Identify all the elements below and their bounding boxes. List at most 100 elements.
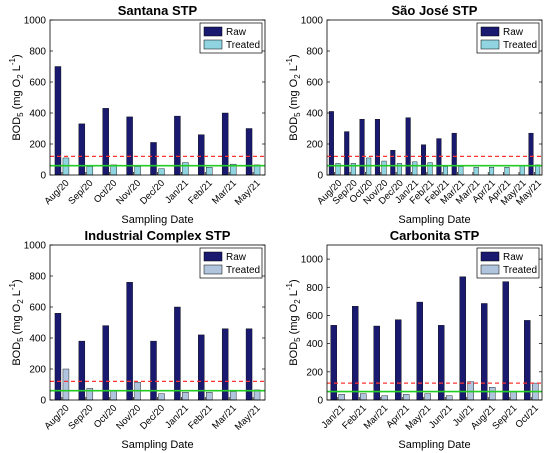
y-tick-label: 200 <box>29 140 46 151</box>
bar-treated <box>182 392 189 401</box>
y-tick-label: 0 <box>317 396 323 407</box>
bar-treated <box>134 166 141 176</box>
bar-raw <box>390 149 396 176</box>
bar-treated <box>182 162 189 176</box>
bar-treated <box>473 167 479 176</box>
bar-raw <box>395 319 402 401</box>
axes-frame <box>326 19 543 176</box>
bar-raw <box>438 325 445 401</box>
x-tick-label: Sep/20 <box>66 403 95 432</box>
bar-treated <box>489 387 496 401</box>
bar-raw <box>344 131 350 176</box>
bar-raw <box>451 132 457 176</box>
bar-raw <box>359 118 365 176</box>
y-tick-label: 0 <box>40 171 46 182</box>
y-tick-label: 800 <box>29 47 46 58</box>
bar-raw <box>54 313 62 401</box>
legend-label-raw: Raw <box>503 252 524 263</box>
bar-raw <box>374 118 380 176</box>
x-tick-label: Oct/21 <box>513 403 541 431</box>
bar-treated <box>381 395 388 401</box>
y-tick-label: 600 <box>306 78 323 89</box>
x-axis-label: Sampling Date <box>121 439 193 451</box>
bar-treated <box>158 393 165 401</box>
legend-swatch-treated <box>203 264 223 275</box>
bar-raw <box>373 325 380 401</box>
legend-swatch-treated <box>480 264 500 275</box>
x-tick-label: Feb/21 <box>186 403 215 432</box>
chart-title: Santana STP <box>118 3 198 18</box>
bar-raw <box>198 134 205 176</box>
x-axis-label: Sampling Date <box>121 214 193 226</box>
bar-treated <box>158 168 165 176</box>
bar-raw <box>330 325 337 401</box>
bar-treated <box>110 390 117 401</box>
bar-raw <box>524 320 531 401</box>
y-tick-label: 200 <box>306 367 323 378</box>
x-tick-label: Mar/21 <box>362 403 391 432</box>
legend-label-raw: Raw <box>503 27 524 38</box>
x-axis-label: Sampling Date <box>398 214 470 226</box>
x-tick-label: Sep/20 <box>66 178 95 207</box>
y-tick-label: 600 <box>29 303 46 314</box>
bar-treated <box>86 166 94 176</box>
bar-raw <box>174 306 181 401</box>
bar-treated <box>412 161 418 176</box>
legend-swatch-treated <box>203 39 223 50</box>
y-tick-label: 1000 <box>24 16 47 27</box>
legend-label-treated: Treated <box>503 40 537 51</box>
legend-label-raw: Raw <box>226 27 247 38</box>
chart-title: Carbonita STP <box>390 228 480 243</box>
legend-label-raw: Raw <box>226 252 247 263</box>
x-tick-label: Feb/21 <box>186 178 215 207</box>
y-axis-label: BOD5 (mg O2 L-1) <box>285 54 302 140</box>
y-tick-label: 800 <box>306 283 323 294</box>
y-tick-label: 1000 <box>301 16 324 27</box>
bar-raw <box>245 328 253 401</box>
bar-treated <box>519 165 525 176</box>
x-tick-label: Sep/21 <box>490 403 519 432</box>
bar-treated <box>360 393 367 401</box>
bar-raw <box>502 281 509 401</box>
axes-frame <box>326 244 543 401</box>
bar-raw <box>352 306 359 401</box>
bar-treated <box>510 391 517 401</box>
bar-treated <box>403 394 410 401</box>
bar-raw <box>150 142 157 176</box>
bar-treated <box>338 394 345 401</box>
y-tick-label: 600 <box>29 78 46 89</box>
bar-raw <box>416 301 423 401</box>
y-tick-label: 1000 <box>24 241 47 252</box>
y-tick-label: 800 <box>29 272 46 283</box>
y-tick-label: 600 <box>306 311 323 322</box>
chart-title: Industrial Complex STP <box>85 228 231 243</box>
chart-panel-santana: 02004006008001000Aug/20Sep/20Oct/20Nov/2… <box>8 3 266 226</box>
y-tick-label: 400 <box>306 339 323 350</box>
x-tick-label: Jan/21 <box>163 403 191 431</box>
bar-treated <box>489 167 495 176</box>
chart-panel-industrial-complex: 02004006008001000Aug/20Sep/20Oct/20Nov/2… <box>8 228 266 451</box>
legend-label-treated: Treated <box>503 265 537 276</box>
legend-label-treated: Treated <box>226 40 260 51</box>
bar-raw <box>54 66 62 176</box>
bar-raw <box>78 123 86 176</box>
bar-raw <box>481 303 488 401</box>
y-tick-label: 400 <box>29 109 46 120</box>
x-axis-label: Sampling Date <box>398 439 470 451</box>
bar-treated <box>427 162 433 176</box>
y-tick-label: 0 <box>317 171 323 182</box>
y-axis-label: BOD5 (mg O2 L-1) <box>285 279 302 365</box>
y-axis-label: BOD5 (mg O2 L-1) <box>8 54 25 140</box>
bar-treated <box>424 393 431 401</box>
y-tick-label: 400 <box>29 334 46 345</box>
x-tick-label: Aug/20 <box>43 178 72 207</box>
x-tick-label: May/21 <box>233 403 263 433</box>
bar-raw <box>528 132 534 176</box>
y-axis-label: BOD5 (mg O2 L-1) <box>8 279 25 365</box>
bar-raw <box>421 144 427 176</box>
legend-label-treated: Treated <box>226 265 260 276</box>
legend-swatch-raw <box>480 26 500 37</box>
x-tick-label: Aug/20 <box>43 403 72 432</box>
bar-treated <box>442 166 448 176</box>
bar-raw <box>245 128 253 176</box>
